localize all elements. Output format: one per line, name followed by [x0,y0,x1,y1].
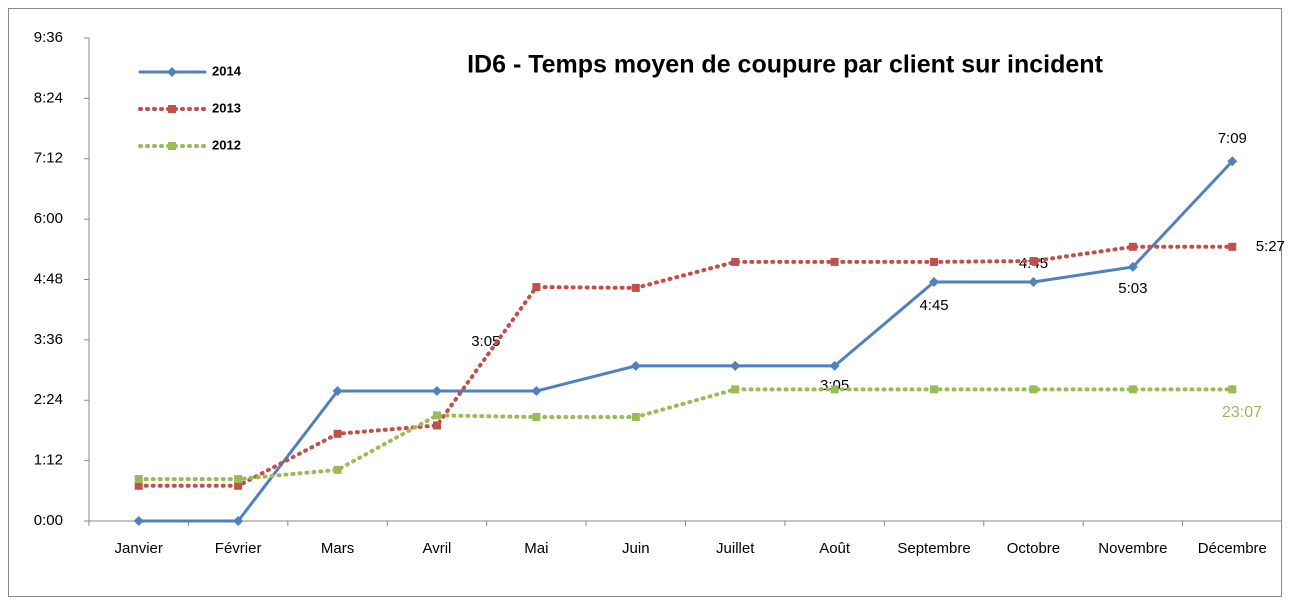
x-tick-label: Décembre [1198,540,1267,557]
y-tick-label: 4:48 [34,270,63,287]
chart-title: ID6 - Temps moyen de coupure par client … [467,51,1103,79]
y-tick-label: 6:00 [34,210,63,227]
point-marker [731,257,740,266]
data-label: 3:05 [471,333,500,350]
point-marker [930,257,939,266]
legend-label: 2013 [212,100,241,115]
annotation: 23:07 [1222,404,1262,421]
point-marker [731,385,740,394]
legend-label: 2014 [212,63,242,78]
point-marker [168,105,176,113]
point-marker [631,413,640,422]
point-marker [1128,385,1137,394]
point-marker [432,411,441,420]
point-marker [1227,156,1238,167]
point-marker [532,283,541,292]
point-marker [333,465,342,474]
point-marker [1228,385,1237,394]
data-label: 7:09 [1218,130,1247,147]
x-tick-label: Janvier [115,540,163,557]
x-tick-label: Octobre [1007,540,1060,557]
x-tick-label: Novembre [1098,540,1167,557]
point-marker [233,516,244,526]
point-marker [431,386,442,397]
x-tick-label: Septembre [897,540,970,557]
data-label: 5:27 [1256,238,1285,255]
point-marker [1029,257,1038,266]
legend-label: 2012 [212,137,241,152]
point-marker [332,386,343,397]
point-marker [432,421,441,430]
point-marker [1128,242,1137,251]
x-tick-label: Mai [524,540,548,557]
y-tick-label: 1:12 [34,452,63,469]
y-tick-label: 2:24 [34,391,63,408]
point-marker [930,385,939,394]
point-marker [1127,261,1138,272]
point-marker [829,360,840,371]
y-tick-label: 3:36 [34,331,63,348]
point-marker [234,475,243,484]
chart-frame [8,8,1282,597]
series-line [137,159,1234,523]
point-marker [134,481,143,490]
point-marker [730,360,741,371]
y-tick-label: 9:36 [34,29,63,46]
x-tick-label: Avril [423,540,452,557]
point-marker [830,257,839,266]
point-marker [333,429,342,438]
point-marker [234,481,243,490]
point-marker [168,142,176,150]
point-marker [531,386,542,397]
point-marker [830,385,839,394]
point-marker [929,277,940,288]
point-marker [133,516,144,526]
point-marker [631,283,640,292]
series-line [136,244,1235,488]
point-marker [532,413,541,422]
point-marker [1228,242,1237,251]
point-marker [167,67,177,77]
y-tick-label: 8:24 [34,89,63,106]
point-marker [630,360,641,371]
data-label: 5:03 [1118,280,1147,297]
series-line [136,387,1235,482]
x-tick-label: Juin [622,540,650,557]
y-tick-label: 7:12 [34,150,63,167]
point-marker [1029,385,1038,394]
x-tick-label: Février [215,540,262,557]
data-label: 4:45 [919,297,948,314]
x-tick-label: Juillet [716,540,755,557]
x-tick-label: Août [819,540,851,557]
y-tick-label: 0:00 [34,512,63,529]
x-tick-label: Mars [321,540,354,557]
point-marker [134,475,143,484]
point-marker [1028,277,1039,288]
